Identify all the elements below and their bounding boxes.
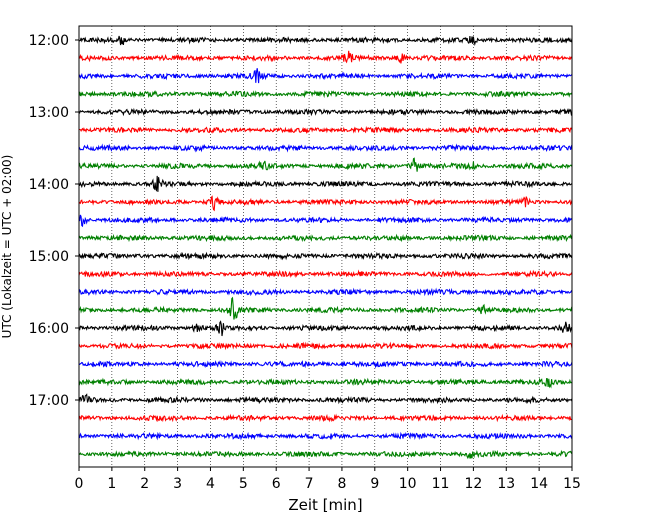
trace-1645	[78, 377, 573, 389]
trace-1730	[78, 431, 573, 441]
trace-1315	[78, 125, 573, 135]
x-tick-label: 8	[337, 476, 346, 492]
plot-frame	[78, 25, 573, 468]
x-tick-label: 9	[370, 476, 379, 492]
trace-1745	[78, 449, 573, 460]
x-tick-label: 13	[497, 476, 515, 492]
seismic-traces	[78, 35, 573, 460]
x-tick-label: 3	[173, 476, 182, 492]
y-tick-label: 16:00	[29, 321, 69, 337]
y-axis-ticks: 12:00 13:00 14:00 15:00 16:00 17:00	[29, 33, 79, 409]
trace-1300	[78, 107, 573, 117]
x-tick-label: 12	[464, 476, 482, 492]
trace-1445	[78, 233, 573, 243]
x-tick-label: 4	[206, 476, 215, 492]
trace-1630	[78, 360, 573, 369]
trace-1415	[78, 195, 573, 212]
trace-1530	[78, 287, 573, 297]
x-tick-label: 7	[305, 476, 314, 492]
trace-1600	[78, 320, 573, 337]
trace-1330	[78, 143, 573, 153]
x-axis-ticks: 0 1 2 3 4 5 6 7 8 9 10 11 12 13 14 15	[75, 467, 581, 492]
y-tick-label: 15:00	[29, 249, 69, 265]
x-axis-label: Zeit [min]	[288, 496, 362, 514]
trace-1700	[78, 393, 573, 405]
x-tick-label: 10	[399, 476, 417, 492]
trace-1200	[78, 35, 573, 47]
trace-1500	[78, 251, 573, 261]
x-tick-label: 0	[75, 476, 84, 492]
x-tick-label: 5	[239, 476, 248, 492]
trace-1245	[78, 89, 573, 99]
x-tick-label: 2	[140, 476, 149, 492]
trace-1230	[78, 68, 572, 84]
x-tick-label: 15	[563, 476, 581, 492]
trace-1215	[78, 50, 573, 64]
y-tick-label: 12:00	[29, 33, 69, 49]
trace-1400	[78, 175, 573, 192]
trace-1545	[78, 296, 573, 320]
y-tick-label: 14:00	[29, 177, 69, 193]
trace-1430	[78, 214, 573, 228]
y-axis-label: UTC (Lokalzeit = UTC + 02:00)	[0, 155, 14, 339]
trace-1715	[78, 413, 573, 423]
x-tick-label: 11	[432, 476, 450, 492]
x-tick-label: 14	[530, 476, 548, 492]
y-tick-label: 17:00	[29, 393, 69, 409]
trace-1345	[78, 157, 573, 172]
trace-1515	[78, 269, 573, 279]
x-tick-label: 6	[272, 476, 281, 492]
trace-1615	[78, 341, 573, 351]
x-tick-label: 1	[107, 476, 116, 492]
y-tick-label: 13:00	[29, 105, 69, 121]
